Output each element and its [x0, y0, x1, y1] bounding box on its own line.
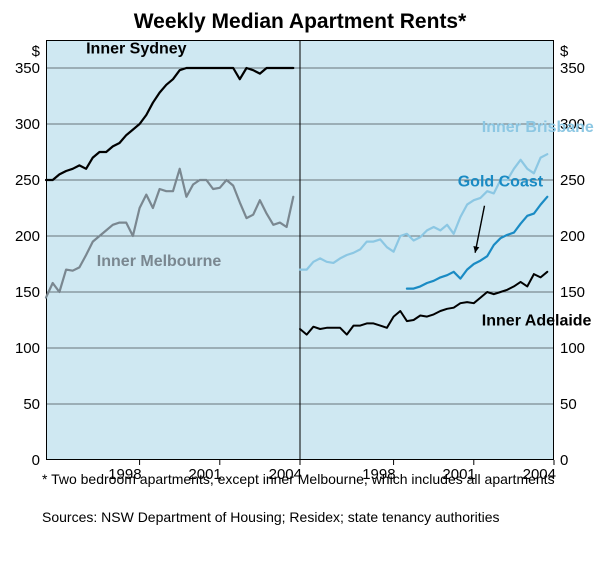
- svg-text:50: 50: [560, 396, 577, 413]
- svg-text:0: 0: [560, 452, 568, 469]
- svg-text:2001: 2001: [442, 466, 475, 483]
- svg-text:300: 300: [15, 116, 40, 133]
- figure-container: Weekly Median Apartment Rents* * Two bed…: [0, 0, 600, 575]
- svg-text:200: 200: [15, 228, 40, 245]
- svg-text:0: 0: [32, 452, 40, 469]
- series-label-gold-coast: Gold Coast: [458, 174, 544, 191]
- svg-text:1998: 1998: [362, 466, 395, 483]
- svg-text:150: 150: [560, 284, 585, 301]
- svg-text:350: 350: [560, 60, 585, 77]
- svg-text:$: $: [560, 43, 569, 60]
- svg-text:2004: 2004: [523, 466, 556, 483]
- series-inner-brisbane: [300, 154, 547, 269]
- series-label-inner-melbourne: Inner Melbourne: [97, 253, 222, 270]
- svg-text:50: 50: [23, 396, 40, 413]
- series-label-inner-adelaide: Inner Adelaide: [482, 313, 592, 330]
- svg-text:$: $: [32, 43, 41, 60]
- svg-text:1998: 1998: [108, 466, 141, 483]
- svg-text:350: 350: [15, 60, 40, 77]
- svg-text:2004: 2004: [269, 466, 302, 483]
- svg-text:200: 200: [560, 228, 585, 245]
- svg-text:2001: 2001: [188, 466, 221, 483]
- svg-text:100: 100: [15, 340, 40, 357]
- svg-text:150: 150: [15, 284, 40, 301]
- svg-text:100: 100: [560, 340, 585, 357]
- series-inner-melbourne: [46, 169, 293, 298]
- series-label-inner-brisbane: Inner Brisbane: [482, 119, 594, 136]
- svg-text:250: 250: [15, 172, 40, 189]
- series-label-inner-sydney: Inner Sydney: [86, 40, 187, 57]
- svg-text:250: 250: [560, 172, 585, 189]
